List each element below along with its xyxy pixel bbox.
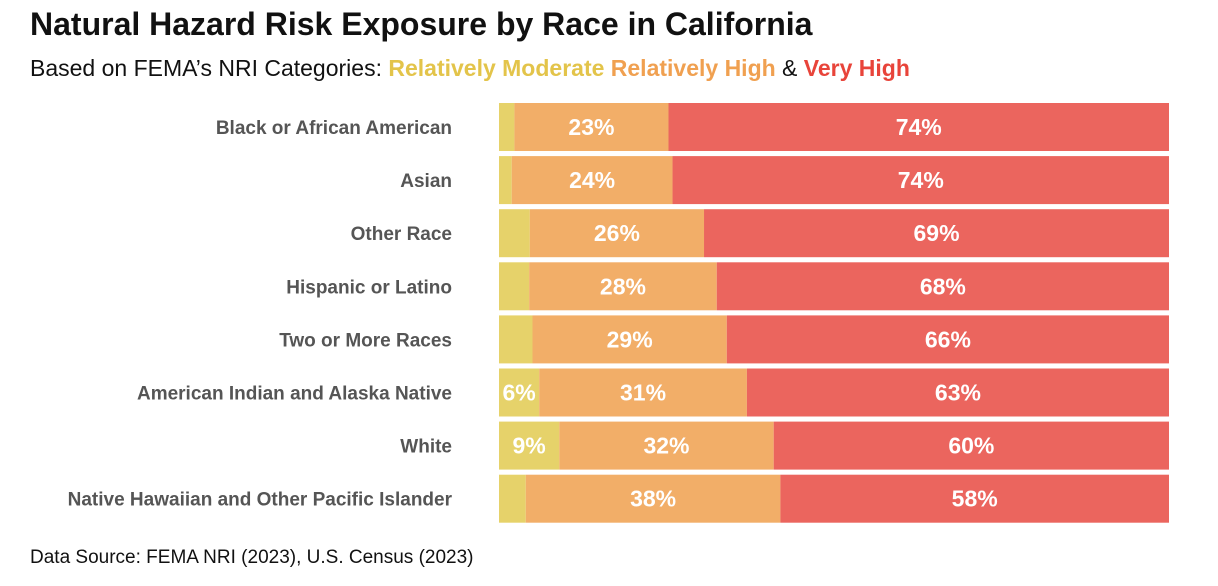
category-label: Other Race [351, 224, 452, 245]
category-label: Two or More Races [279, 330, 452, 351]
bar-segment-very-high [672, 156, 1169, 205]
category-label: Hispanic or Latino [286, 277, 452, 298]
data-label: 60% [948, 433, 994, 459]
bar-segment-very-high [704, 209, 1169, 258]
category-label: American Indian and Alaska Native [137, 384, 452, 405]
bar-segment-very-high [773, 421, 1169, 470]
data-label: 26% [594, 220, 640, 246]
bar-segment-relatively-high [529, 209, 705, 258]
bar-row: Native Hawaiian and Other Pacific Island… [68, 474, 1169, 523]
bar-segment-relatively-high [532, 315, 727, 364]
bar-segment-relatively-high [539, 368, 747, 417]
bar-segment-relatively-moderate [499, 315, 533, 364]
data-label: 74% [896, 114, 942, 140]
bar-segment-very-high [726, 315, 1169, 364]
bar-segment-relatively-moderate [499, 421, 560, 470]
bar-segment-relatively-moderate [499, 262, 530, 311]
bar-row: Two or More Races 29% 66% [279, 315, 1169, 364]
subtitle-separator: & [775, 55, 804, 81]
category-label: Native Hawaiian and Other Pacific Island… [68, 490, 453, 511]
category-label: White [400, 437, 452, 458]
chart-title: Natural Hazard Risk Exposure by Race in … [30, 6, 813, 42]
bar-row: Black or African American 23% 74% [216, 103, 1169, 151]
bar-row: Asian 24% 74% [400, 156, 1169, 205]
data-label: 58% [952, 486, 998, 512]
subtitle-prefix: Based on FEMA’s NRI Categories: [30, 55, 389, 81]
data-label: 66% [925, 326, 971, 352]
bar-segment-very-high [746, 368, 1169, 417]
data-label: 24% [569, 167, 615, 193]
category-label: Asian [400, 171, 452, 192]
bar-row: Hispanic or Latino 28% 68% [286, 262, 1169, 311]
data-label: 74% [898, 167, 944, 193]
data-label: 23% [568, 114, 614, 140]
data-label: 69% [913, 220, 959, 246]
bar-segment-relatively-high [529, 262, 717, 311]
bar-segment-relatively-moderate [499, 156, 512, 205]
category-label: Black or African American [216, 118, 452, 139]
data-label: 38% [630, 486, 676, 512]
legend-relatively-high: Relatively High [610, 55, 776, 81]
data-label: 9% [513, 433, 546, 459]
data-label: 31% [620, 380, 666, 406]
data-label: 68% [920, 273, 966, 299]
bar-segment-relatively-moderate [499, 103, 515, 151]
data-label: 28% [600, 273, 646, 299]
bar-segment-relatively-high [511, 156, 673, 205]
chart-subtitle: Based on FEMA’s NRI Categories: Relative… [30, 55, 910, 82]
legend-very-high: Very High [803, 55, 910, 81]
bar-segment-very-high [668, 103, 1169, 151]
data-label: 29% [607, 326, 653, 352]
bar-segment-relatively-moderate [499, 209, 530, 258]
data-label: 63% [935, 380, 981, 406]
bar-segment-relatively-high [525, 474, 781, 523]
legend-relatively-moderate: Relatively Moderate [388, 55, 605, 81]
bar-segment-relatively-high [514, 103, 669, 151]
data-label: 6% [502, 380, 535, 406]
bar-row: White 9% 32% 60% [400, 421, 1169, 470]
data-label: 32% [643, 433, 689, 459]
bar-segment-very-high [716, 262, 1169, 311]
bar-row: Other Race 26% 69% [351, 209, 1169, 258]
bar-segment-relatively-high [559, 421, 774, 470]
data-source-note: Data Source: FEMA NRI (2023), U.S. Censu… [30, 547, 474, 568]
bar-segment-relatively-moderate [499, 474, 526, 523]
bar-segment-relatively-moderate [499, 368, 540, 417]
bar-row: American Indian and Alaska Native 6% 31% 63… [137, 368, 1169, 417]
bar-segment-very-high [780, 474, 1169, 523]
